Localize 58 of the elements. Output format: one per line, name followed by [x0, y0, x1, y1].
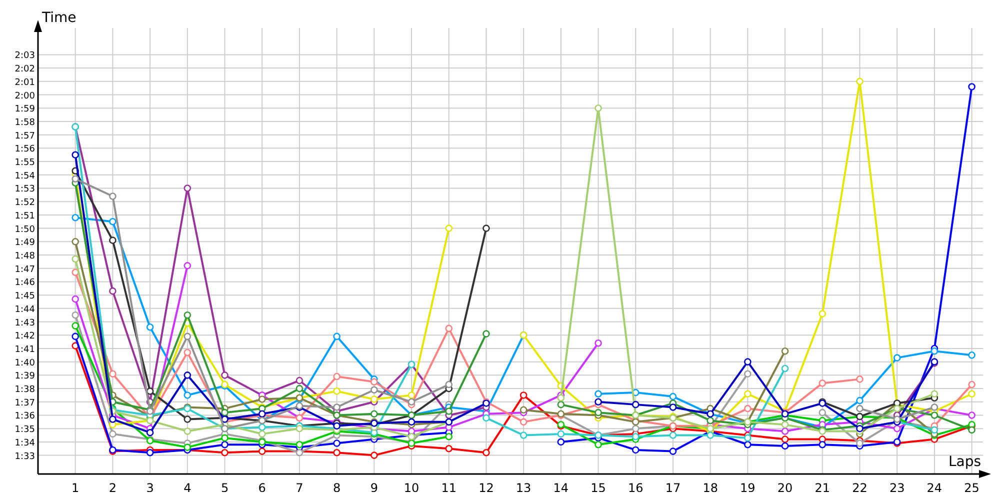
- y-tick-label: 2:02: [14, 64, 35, 75]
- x-tick-label: 1: [72, 481, 80, 495]
- y-tick-label: 1:52: [14, 198, 35, 208]
- x-tick-label: 24: [926, 481, 942, 495]
- y-tick-label: 1:53: [14, 184, 35, 195]
- y-tick-label: 1:40: [14, 358, 36, 368]
- x-tick-label: 10: [404, 481, 420, 495]
- x-tick-label: 20: [777, 481, 793, 495]
- y-axis-title: Time: [41, 10, 76, 26]
- x-tick-label: 18: [702, 481, 718, 495]
- x-tick-label: 4: [184, 481, 192, 495]
- x-tick-label: 21: [814, 481, 830, 495]
- y-tick-label: 1:54: [14, 171, 36, 182]
- y-tick-label: 1:36: [14, 412, 36, 422]
- y-tick-label: 1:44: [14, 304, 36, 315]
- y-tick-label: 1:39: [14, 372, 36, 382]
- x-tick-label: 25: [964, 481, 980, 495]
- x-tick-label: 11: [441, 481, 457, 495]
- x-tick-label: 5: [220, 481, 229, 495]
- y-tick-label: 1:42: [14, 332, 35, 342]
- y-tick-label: 1:45: [14, 292, 35, 302]
- x-tick-label: 17: [665, 481, 681, 495]
- y-tick-label: 2:00: [14, 91, 36, 102]
- y-tick-label: 1:56: [14, 144, 36, 155]
- x-tick-label: 7: [296, 481, 304, 495]
- y-tick-label: 1:59: [14, 104, 36, 115]
- y-tick-label: 1:37: [14, 398, 35, 408]
- x-tick-label: 2: [108, 481, 117, 495]
- x-axis-title: Laps: [948, 454, 981, 470]
- x-tick-label: 8: [332, 481, 341, 495]
- x-tick-label: 14: [553, 481, 569, 495]
- y-tick-label: 1:49: [14, 238, 36, 248]
- y-tick-label: 1:47: [14, 264, 35, 275]
- y-tick-label: 1:51: [14, 211, 35, 222]
- y-tick-label: 1:57: [14, 131, 35, 142]
- y-tick-label: 1:41: [14, 344, 35, 355]
- x-tick-label: 15: [590, 481, 606, 495]
- y-tick-label: 1:38: [14, 385, 36, 396]
- x-tick-label: 16: [628, 481, 644, 495]
- x-tick-label: 3: [146, 481, 154, 495]
- y-tick-label: 1:48: [14, 252, 36, 262]
- x-tick-label: 12: [478, 481, 494, 495]
- x-tick-label: 13: [516, 481, 532, 495]
- y-tick-label: 1:43: [14, 318, 35, 328]
- y-tick-label: 1:58: [14, 118, 36, 128]
- y-tick-label: 1:50: [14, 224, 36, 235]
- x-tick-label: 23: [889, 481, 905, 495]
- y-tick-label: 1:35: [14, 425, 35, 436]
- y-tick-label: 2:03: [14, 51, 35, 62]
- x-tick-label: 22: [852, 481, 868, 495]
- y-tick-label: 1:34: [14, 438, 36, 448]
- y-tick-label: 1:55: [14, 158, 35, 168]
- y-tick-label: 1:33: [14, 452, 35, 462]
- x-tick-label: 9: [370, 481, 378, 495]
- x-tick-label: 6: [258, 481, 266, 495]
- x-tick-label: 19: [740, 481, 756, 495]
- y-tick-label: 1:46: [14, 278, 36, 288]
- y-tick-label: 2:01: [14, 78, 35, 88]
